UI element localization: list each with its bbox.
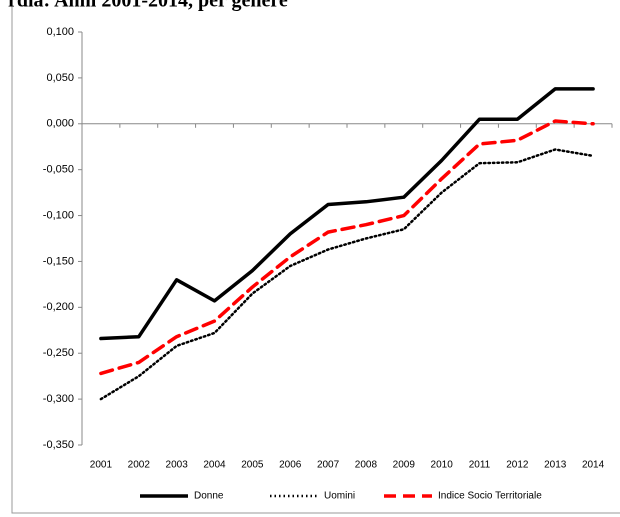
chart-frame bbox=[11, 0, 620, 514]
y-tick-label: 0,050 bbox=[46, 72, 74, 84]
line-series bbox=[99, 148, 595, 401]
line-series bbox=[99, 87, 595, 341]
x-tick-label: 2011 bbox=[469, 460, 491, 471]
legend-label: Indice Socio Territoriale bbox=[438, 491, 542, 502]
legend-label: Donne bbox=[194, 491, 224, 502]
line-series bbox=[99, 119, 595, 376]
legend-label: Uomini bbox=[324, 491, 355, 502]
y-tick-label: -0,350 bbox=[43, 439, 74, 451]
x-tick-label: 2008 bbox=[355, 460, 378, 471]
y-tick-label: 0,100 bbox=[46, 26, 74, 38]
x-tick-label: 2004 bbox=[203, 460, 226, 471]
x-tick-label: 2002 bbox=[128, 460, 151, 471]
y-tick-label: -0,150 bbox=[43, 255, 74, 267]
x-tick-label: 2009 bbox=[393, 460, 416, 471]
chart-title: rdia: Anni 2001-2014, per genere bbox=[8, 0, 288, 12]
x-tick-label: 2010 bbox=[431, 460, 454, 471]
y-tick-label: -0,300 bbox=[43, 393, 74, 405]
y-tick-label: -0,050 bbox=[43, 164, 74, 176]
y-tick-label: -0,200 bbox=[43, 301, 74, 313]
x-tick-label: 2014 bbox=[582, 460, 605, 471]
y-tick-label: -0,250 bbox=[43, 347, 74, 359]
x-tick-label: 2013 bbox=[544, 460, 567, 471]
y-tick-label: -0,100 bbox=[43, 209, 74, 221]
x-tick-label: 2001 bbox=[90, 460, 113, 471]
x-tick-label: 2006 bbox=[279, 460, 302, 471]
x-tick-label: 2012 bbox=[506, 460, 529, 471]
x-tick-label: 2007 bbox=[317, 460, 340, 471]
x-tick-label: 2005 bbox=[241, 460, 264, 471]
x-tick-label: 2003 bbox=[166, 460, 189, 471]
y-tick-label: 0,000 bbox=[46, 118, 74, 130]
